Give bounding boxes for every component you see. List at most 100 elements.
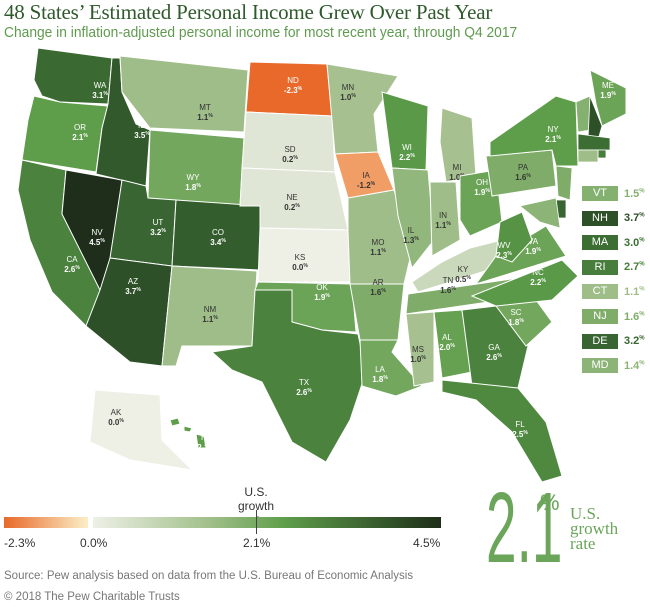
state-fl[interactable]: FL2.5% (441, 379, 563, 483)
state-shape[interactable] (183, 425, 193, 433)
state-sc[interactable]: SC1.8% (495, 299, 553, 347)
small-state-value: 1.4% (624, 359, 645, 372)
state-abbr: AK (111, 408, 122, 417)
state-shape[interactable] (405, 311, 435, 387)
state-nm[interactable]: NM1.1% (161, 265, 258, 367)
state-abbr: CA (66, 255, 78, 264)
state-co[interactable]: CO3.4% (171, 199, 263, 271)
state-abbr: MN (342, 83, 355, 92)
state-shape[interactable] (474, 225, 567, 285)
state-ms[interactable]: MS1.0% (405, 311, 435, 387)
state-ar[interactable]: AR1.6% (349, 278, 405, 341)
state-shape[interactable] (147, 129, 245, 207)
state-shape[interactable] (89, 389, 194, 471)
state-abbr: VA (528, 237, 539, 246)
state-pa[interactable]: PA1.6% (485, 149, 557, 197)
state-wy[interactable]: WY1.8% (147, 129, 245, 207)
state-value: 1.6% (440, 286, 456, 295)
state-abbr: WA (94, 81, 107, 90)
legend-us-marker (256, 510, 257, 534)
state-vt[interactable] (575, 95, 591, 133)
state-shape[interactable] (21, 95, 109, 173)
state-abbr: NE (286, 193, 297, 202)
state-mt[interactable]: MT1.1% (119, 55, 249, 133)
state-va[interactable]: VA1.9% (474, 225, 567, 285)
small-state-value: 1.5% (624, 187, 645, 200)
state-abbr: IN (439, 211, 447, 220)
state-wa[interactable]: WA3.1% (33, 47, 113, 105)
state-shape[interactable] (391, 167, 435, 270)
state-shape[interactable] (210, 289, 367, 463)
callout-unit: % (540, 490, 560, 515)
state-hi[interactable]: HI2.1% (169, 417, 213, 452)
small-state-ct: CT 1.1% (582, 284, 645, 300)
state-ma[interactable] (577, 133, 611, 151)
state-me[interactable]: ME1.9% (589, 69, 627, 127)
small-state-value: 2.7% (624, 261, 645, 274)
state-value: 2.1% (545, 135, 561, 144)
legend-mid-label: 2.1% (243, 536, 271, 550)
state-ks[interactable]: KS0.0% (257, 227, 351, 283)
small-state-ri: RI 2.7% (582, 259, 645, 275)
state-value: 3.1% (92, 91, 108, 100)
state-az[interactable]: AZ3.7% (85, 257, 173, 367)
state-shape[interactable] (161, 265, 258, 367)
state-abbr: NM (204, 305, 217, 314)
small-state-abbr: NH (582, 210, 618, 226)
state-in[interactable]: IN1.1% (429, 181, 461, 257)
state-shape[interactable] (489, 95, 579, 167)
state-tx[interactable]: TX2.6% (210, 289, 367, 463)
state-value: -1.2% (357, 181, 376, 190)
state-shape[interactable] (326, 63, 399, 155)
state-wv[interactable]: WV2.3% (495, 211, 533, 263)
copyright: © 2018 The Pew Charitable Trusts (4, 591, 180, 603)
state-shape[interactable] (470, 259, 579, 307)
state-abbr: KS (295, 253, 306, 262)
state-abbr: MO (372, 238, 385, 247)
state-mn[interactable]: MN1.0% (326, 63, 399, 155)
state-abbr: UT (153, 218, 164, 227)
state-la[interactable]: LA1.8% (359, 339, 423, 397)
state-shape[interactable] (429, 181, 461, 257)
state-nj[interactable] (555, 165, 573, 201)
state-md[interactable] (519, 197, 561, 229)
state-value: 1.9% (314, 293, 330, 302)
state-or[interactable]: OR2.1% (21, 95, 109, 173)
state-abbr: SC (510, 308, 521, 317)
state-shape[interactable] (195, 433, 207, 449)
state-ak[interactable]: AK0.0% (89, 389, 194, 471)
state-nc[interactable]: NC2.2% (470, 259, 579, 307)
state-il[interactable]: IL1.3% (391, 167, 435, 270)
state-ri[interactable] (597, 149, 607, 159)
state-shape[interactable] (589, 69, 627, 127)
state-value: 1.0% (340, 93, 356, 102)
small-state-abbr: VT (582, 186, 618, 201)
state-value: 0.2% (282, 155, 298, 164)
state-shape[interactable] (119, 55, 249, 133)
state-shape[interactable] (495, 211, 533, 263)
state-shape[interactable] (169, 417, 181, 427)
state-ny[interactable]: NY2.1% (489, 95, 579, 167)
legend-negative-bar (4, 517, 88, 528)
state-abbr: AZ (128, 277, 138, 286)
state-abbr: CO (212, 228, 224, 237)
state-abbr: NV (91, 228, 103, 237)
small-state-nj: NJ 1.6% (582, 309, 645, 324)
state-value: 2.0% (439, 343, 455, 352)
state-value: 1.3% (403, 236, 419, 245)
legend-zero-label: 0.0% (80, 536, 108, 550)
state-abbr: IA (362, 171, 370, 180)
state-mi[interactable]: MI1.0% (439, 107, 477, 183)
state-wi[interactable]: WI2.2% (381, 91, 429, 171)
state-nd[interactable]: ND-2.3% (245, 61, 333, 117)
state-sd[interactable]: SD0.2% (241, 111, 336, 173)
state-abbr: GA (488, 343, 500, 352)
small-state-nh: NH 3.7% (582, 210, 645, 226)
state-value: 1.9% (474, 188, 490, 197)
state-shape[interactable] (359, 339, 423, 397)
state-shape[interactable] (441, 379, 563, 483)
state-value: 3.7% (125, 287, 141, 296)
state-value: 0.0% (292, 263, 308, 272)
state-ct[interactable] (577, 149, 599, 163)
